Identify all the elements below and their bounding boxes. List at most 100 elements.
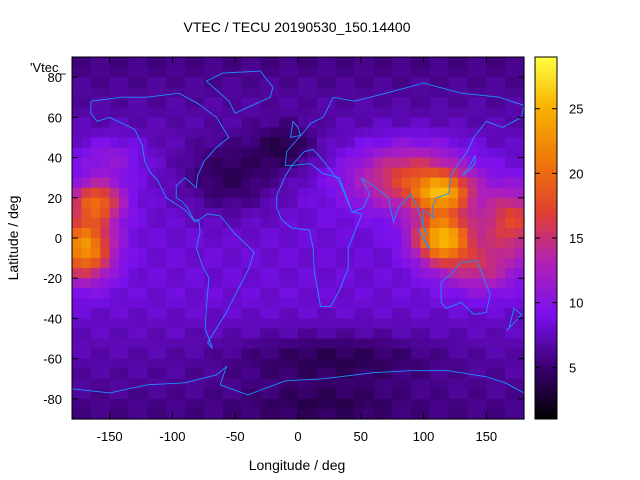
heatmap-cell bbox=[476, 227, 487, 239]
heatmap-cell bbox=[222, 137, 233, 149]
heatmap-cell bbox=[250, 308, 261, 320]
heatmap-cell bbox=[213, 338, 224, 350]
heatmap-cell bbox=[392, 328, 403, 340]
heatmap-cell bbox=[448, 238, 459, 249]
heatmap-cell bbox=[137, 147, 148, 159]
heatmap-cell bbox=[250, 378, 261, 390]
heatmap-cell bbox=[373, 358, 384, 370]
heatmap-cell bbox=[505, 368, 516, 380]
heatmap-cell bbox=[514, 187, 525, 199]
heatmap-cell bbox=[260, 268, 271, 279]
heatmap-cell bbox=[279, 298, 290, 309]
coastlines bbox=[71, 70, 525, 396]
heatmap-cell bbox=[241, 177, 252, 189]
heatmap-cell bbox=[476, 238, 487, 249]
heatmap-cell bbox=[81, 258, 92, 269]
heatmap-cell bbox=[288, 137, 299, 149]
heatmap-cell bbox=[72, 77, 83, 88]
heatmap-cell bbox=[401, 77, 412, 88]
heatmap-cell bbox=[213, 328, 224, 340]
heatmap-cell bbox=[373, 107, 384, 118]
heatmap-cell bbox=[448, 197, 459, 209]
heatmap-cell bbox=[448, 107, 459, 118]
heatmap-cell bbox=[505, 298, 516, 309]
heatmap-cell bbox=[448, 227, 459, 239]
heatmap-cell bbox=[411, 97, 422, 108]
heatmap-cell bbox=[166, 268, 177, 279]
heatmap-cell bbox=[439, 167, 450, 179]
heatmap-cell bbox=[269, 318, 280, 330]
heatmap-cell bbox=[354, 388, 365, 400]
heatmap-cell bbox=[241, 358, 252, 370]
heatmap-cell bbox=[476, 358, 487, 370]
heatmap-cell bbox=[90, 268, 101, 279]
heatmap-cell bbox=[250, 217, 261, 229]
heatmap-cell bbox=[203, 248, 214, 259]
heatmap-cell bbox=[495, 87, 506, 98]
heatmap-cell bbox=[316, 147, 327, 159]
heatmap-cell bbox=[166, 338, 177, 350]
heatmap-cell bbox=[298, 298, 309, 309]
heatmap-cell bbox=[298, 97, 309, 108]
heatmap-cell bbox=[279, 227, 290, 239]
heatmap-cell bbox=[373, 288, 384, 299]
heatmap-cell bbox=[345, 368, 356, 380]
heatmap-cell bbox=[156, 87, 167, 98]
heatmap-cell bbox=[203, 358, 214, 370]
heatmap-cell bbox=[326, 378, 337, 390]
heatmap-cell bbox=[458, 238, 469, 249]
heatmap-cell bbox=[495, 238, 506, 249]
heatmap-cell bbox=[137, 328, 148, 340]
heatmap-cell bbox=[175, 157, 186, 169]
heatmap-cell bbox=[316, 217, 327, 229]
heatmap-cell bbox=[514, 348, 525, 360]
heatmap-cell bbox=[269, 167, 280, 179]
heatmap-cell bbox=[514, 87, 525, 98]
heatmap-cell bbox=[156, 238, 167, 249]
heatmap-cell bbox=[401, 238, 412, 249]
heatmap-cell bbox=[495, 318, 506, 330]
heatmap-cell bbox=[298, 57, 309, 68]
heatmap-cell bbox=[307, 338, 318, 350]
heatmap-cell bbox=[166, 217, 177, 229]
heatmap-cell bbox=[392, 87, 403, 98]
heatmap-cell bbox=[514, 248, 525, 259]
heatmap-cell bbox=[156, 127, 167, 139]
heatmap-cell bbox=[345, 67, 356, 78]
heatmap-cell bbox=[119, 167, 130, 179]
heatmap-cell bbox=[401, 177, 412, 189]
heatmap-cell bbox=[429, 117, 440, 128]
heatmap-cell bbox=[185, 157, 196, 169]
heatmap-cell bbox=[392, 177, 403, 189]
heatmap-cell bbox=[476, 248, 487, 259]
heatmap-cell bbox=[269, 378, 280, 390]
heatmap-cell bbox=[392, 107, 403, 118]
heatmap-cell bbox=[72, 298, 83, 309]
heatmap-cell bbox=[166, 97, 177, 108]
heatmap-cell bbox=[90, 147, 101, 159]
heatmap-cell bbox=[81, 197, 92, 209]
heatmap-cell bbox=[100, 207, 111, 219]
heatmap-cell bbox=[307, 368, 318, 380]
heatmap-cell bbox=[486, 87, 497, 98]
heatmap-cell bbox=[326, 57, 337, 68]
heatmap-cell bbox=[232, 298, 243, 309]
heatmap-cell bbox=[100, 87, 111, 98]
heatmap-cell bbox=[250, 338, 261, 350]
heatmap-cell bbox=[175, 368, 186, 380]
heatmap-cell bbox=[354, 398, 365, 410]
heatmap-cell bbox=[128, 308, 139, 320]
heatmap-cell bbox=[335, 258, 346, 269]
heatmap-cell bbox=[288, 187, 299, 199]
heatmap-cell bbox=[486, 288, 497, 299]
heatmap-cell bbox=[72, 268, 83, 279]
heatmap-cell bbox=[288, 127, 299, 139]
heatmap-cell bbox=[345, 167, 356, 179]
heatmap-cell bbox=[382, 238, 393, 249]
heatmap-cell bbox=[420, 147, 431, 159]
heatmap-cell bbox=[222, 97, 233, 108]
heatmap-cell bbox=[486, 97, 497, 108]
heatmap-cell bbox=[156, 217, 167, 229]
heatmap-cell bbox=[166, 308, 177, 320]
heatmap-cell bbox=[128, 328, 139, 340]
